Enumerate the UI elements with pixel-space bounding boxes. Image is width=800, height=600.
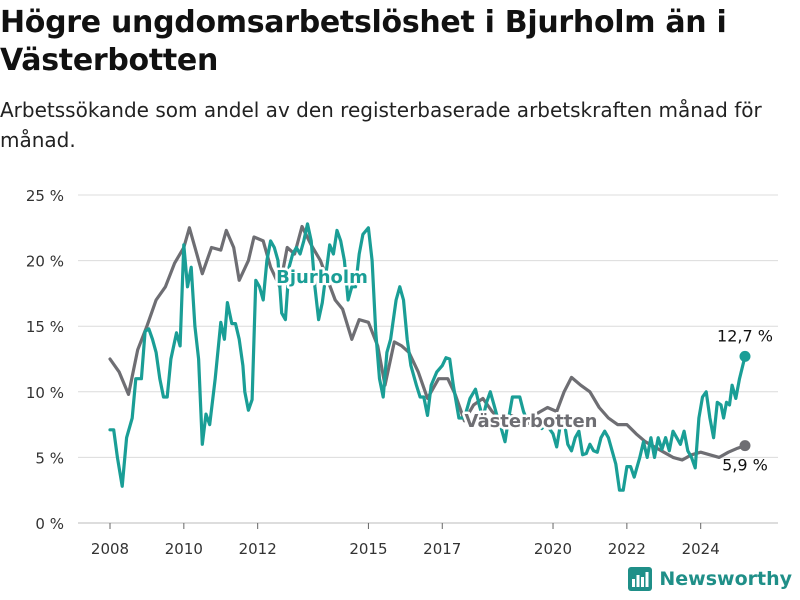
series-label-vasterbotten: Västerbotten [465, 411, 598, 432]
value-label-vasterbotten: 5,9 % [722, 456, 768, 475]
x-tick-label: 2008 [91, 540, 129, 558]
series-labels: 12,7 % 5,9 % Bjurholm Västerbotten [274, 265, 773, 475]
brand-name: Newsworthy [659, 568, 792, 590]
x-axis: 2008 2010 2012 2015 2017 2020 2022 2024 [91, 523, 720, 558]
series-lines [108, 222, 751, 492]
x-tick-label: 2022 [608, 540, 646, 558]
y-tick-label: 10 % [26, 384, 64, 402]
x-tick-label: 2015 [349, 540, 387, 558]
y-axis: 0 % 5 % 10 % 15 % 20 % 25 % [26, 187, 64, 533]
y-tick-label: 0 % [35, 515, 64, 533]
y-tick-label: 15 % [26, 318, 64, 336]
bar-chart-logo-icon [628, 567, 653, 591]
x-tick-label: 2024 [682, 540, 720, 558]
chart-title: Högre ungdomsarbetslöshet i Bjurholm än … [0, 5, 727, 78]
y-tick-label: 25 % [26, 187, 64, 205]
x-tick-label: 2020 [534, 540, 572, 558]
gridlines [78, 194, 778, 524]
value-label-bjurholm: 12,7 % [717, 326, 773, 345]
y-tick-label: 20 % [26, 253, 64, 271]
series-line-bjurholm [108, 222, 747, 492]
newsworthy-brand: Newsworthy [627, 566, 792, 592]
series-label-bjurholm: Bjurholm [276, 267, 368, 288]
series-end-point-v-sterbotten [739, 440, 751, 452]
x-tick-label: 2017 [423, 540, 461, 558]
series-end-point-bjurholm [739, 350, 751, 362]
y-tick-label: 5 % [35, 449, 64, 467]
x-tick-label: 2012 [239, 540, 277, 558]
x-tick-label: 2010 [165, 540, 203, 558]
chart-subtitle: Arbetssökande som andel av den registerb… [0, 98, 762, 152]
